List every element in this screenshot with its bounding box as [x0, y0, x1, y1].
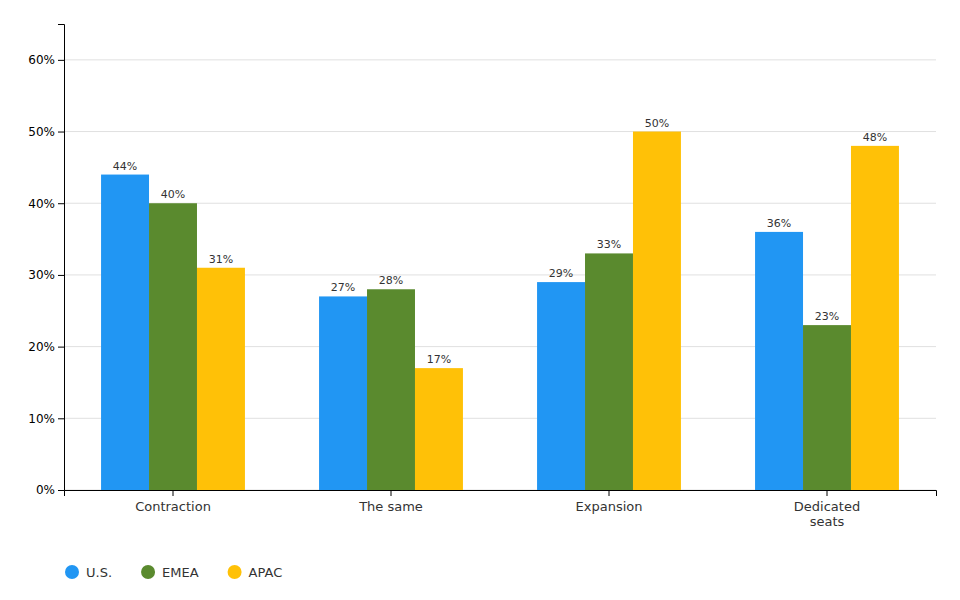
- bar: [319, 296, 367, 490]
- x-tick-label: The same: [358, 499, 423, 514]
- legend: U.S. EMEA APAC: [65, 565, 282, 580]
- y-tick-mark: [58, 418, 64, 419]
- legend-label: EMEA: [162, 565, 199, 580]
- y-tick-mark: [58, 132, 64, 133]
- bar: [537, 282, 585, 490]
- x-tick: Dedicatedseats: [794, 490, 860, 529]
- legend-label: U.S.: [86, 565, 112, 580]
- bar: [851, 146, 899, 490]
- y-tick-label: 30%: [28, 268, 55, 282]
- grid: [64, 60, 936, 490]
- bar: [101, 175, 149, 490]
- x-axis-line: [65, 491, 937, 497]
- y-tick-label: 50%: [28, 125, 55, 139]
- bar: [149, 203, 197, 490]
- data-label: 29%: [549, 267, 573, 280]
- legend-label: APAC: [249, 565, 283, 580]
- legend-swatch: [141, 565, 155, 579]
- bar: [755, 232, 803, 490]
- x-tick-mark: [609, 490, 610, 496]
- y-tick-mark: [58, 490, 64, 491]
- bar: [415, 368, 463, 490]
- y-tick-mark: [58, 275, 64, 276]
- x-axis: Contraction The same Expansion Dedicatedsea…: [65, 490, 937, 529]
- y-tick: 60%: [28, 53, 64, 67]
- legend-swatch: [228, 565, 242, 579]
- data-label: 28%: [379, 274, 403, 287]
- y-tick-label: 60%: [28, 53, 55, 67]
- y-tick-label: 40%: [28, 197, 55, 211]
- bar: [367, 289, 415, 490]
- grid-line: [64, 131, 936, 132]
- y-tick-label: 20%: [28, 340, 55, 354]
- bar-series: [149, 203, 851, 490]
- bar-series: [101, 175, 803, 490]
- x-tick-label-line: seats: [810, 514, 845, 529]
- x-tick-label: Expansion: [576, 499, 643, 514]
- x-tick: The same: [358, 490, 423, 514]
- y-axis-line: [58, 25, 65, 491]
- bar-series: [197, 132, 899, 490]
- legend-item: APAC: [228, 565, 283, 580]
- grid-line: [64, 59, 936, 60]
- legend-item: EMEA: [141, 565, 199, 580]
- x-tick-label-line: Expansion: [576, 499, 643, 514]
- x-tick-mark: [827, 490, 828, 496]
- y-tick: 20%: [28, 340, 64, 354]
- x-tick-label: Dedicatedseats: [794, 499, 860, 530]
- data-label: 50%: [645, 117, 669, 130]
- legend-item: U.S.: [65, 565, 112, 580]
- y-tick-label: 0%: [36, 483, 55, 497]
- bar: [585, 253, 633, 490]
- y-tick: 10%: [28, 412, 64, 426]
- bar: [803, 325, 851, 490]
- x-tick: Expansion: [576, 490, 643, 514]
- data-label: 27%: [331, 281, 355, 294]
- y-tick-mark: [58, 60, 64, 61]
- y-tick: 50%: [28, 125, 64, 139]
- x-tick-mark: [391, 490, 392, 496]
- plot: 0% 10% 20% 30% 40% 50% 60% Contraction The same E…: [28, 25, 936, 530]
- y-tick: 30%: [28, 268, 64, 282]
- data-label: 36%: [767, 217, 791, 230]
- y-axis: 0% 10% 20% 30% 40% 50% 60%: [28, 25, 64, 498]
- data-label: 23%: [815, 310, 839, 323]
- x-tick-label-line: Contraction: [135, 499, 211, 514]
- x-tick: Contraction: [135, 490, 211, 514]
- x-tick-mark: [173, 490, 174, 496]
- data-label: 44%: [113, 160, 137, 173]
- x-tick-label-line: The same: [358, 499, 423, 514]
- x-tick-label: Contraction: [135, 499, 211, 514]
- bar: [197, 268, 245, 490]
- bars: [101, 132, 899, 490]
- data-label: 17%: [427, 353, 451, 366]
- y-tick-mark: [58, 203, 64, 204]
- x-tick-label-line: Dedicated: [794, 499, 860, 514]
- y-tick: 40%: [28, 197, 64, 211]
- y-tick-mark: [58, 347, 64, 348]
- data-label: 48%: [863, 131, 887, 144]
- data-label: 33%: [597, 238, 621, 251]
- y-tick-label: 10%: [28, 412, 55, 426]
- legend-swatch: [65, 565, 79, 579]
- chart: 0% 10% 20% 30% 40% 50% 60% Contraction The same E…: [0, 0, 960, 600]
- data-labels: 44% 27% 29% 36% 40% 28% 33% 23% 31% 17% 50% 48%: [113, 117, 887, 367]
- data-label: 31%: [209, 253, 233, 266]
- data-label: 40%: [161, 188, 185, 201]
- bar: [633, 132, 681, 490]
- y-tick: 0%: [36, 483, 64, 497]
